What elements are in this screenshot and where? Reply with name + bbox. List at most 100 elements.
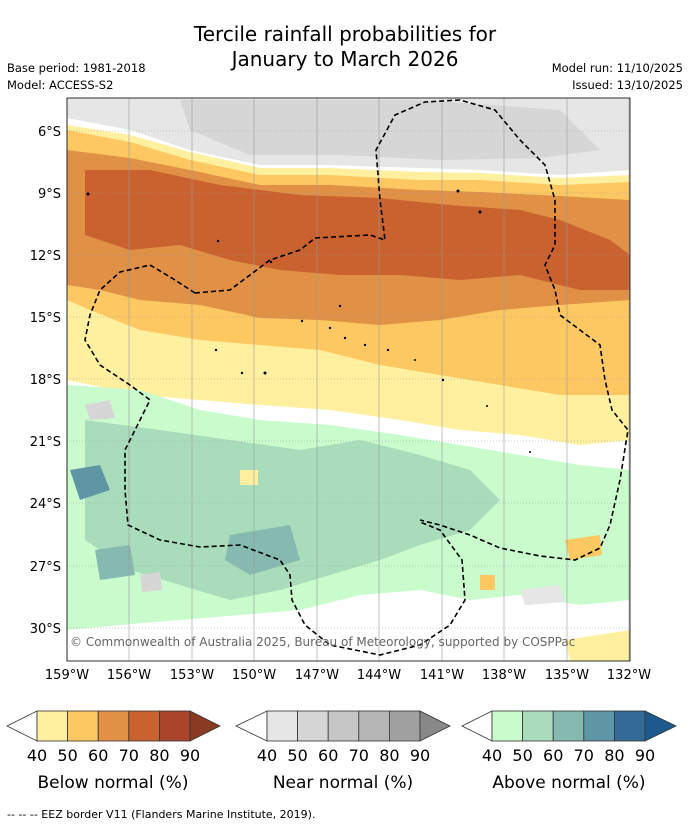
island xyxy=(214,348,218,352)
lat-label: 30°S xyxy=(30,622,61,637)
rainfall-map: © Commonwealth of Australia 2025, Bureau… xyxy=(6,97,677,793)
lon-label: 153°W xyxy=(170,668,214,683)
plot-frame xyxy=(66,97,631,662)
lat-label: 24°S xyxy=(30,497,61,512)
eez-borders xyxy=(84,99,629,656)
lon-label: 141°W xyxy=(420,668,464,683)
legend-tick: 60 xyxy=(543,746,563,765)
lat-label: 18°S xyxy=(30,373,61,388)
lon-label: 147°W xyxy=(295,668,339,683)
legend-below xyxy=(6,710,221,742)
island xyxy=(263,371,267,375)
eez-footnote: -- -- -- EEZ border V11 (Flanders Marine… xyxy=(7,808,316,821)
island xyxy=(240,371,244,375)
map-title: Tercile rainfall probabilities for Janua… xyxy=(0,22,690,72)
legend-below-swatch xyxy=(158,710,191,742)
lat-label: 21°S xyxy=(30,435,61,450)
legend-below-label: Below normal (%) xyxy=(38,773,189,793)
island xyxy=(300,319,304,323)
island xyxy=(86,192,90,196)
island xyxy=(529,451,531,453)
legend-above-swatch xyxy=(491,710,524,742)
model-run-date: Model run: 11/10/2025 xyxy=(551,61,683,75)
lon-label: 138°W xyxy=(482,668,526,683)
legend-titles: Below normal (%) Near normal (%) Above n… xyxy=(38,773,646,793)
lon-label: 159°W xyxy=(45,668,89,683)
legend-tick: 90 xyxy=(635,746,655,765)
legend-near-high-arrow xyxy=(419,710,451,742)
legend-tick: 40 xyxy=(482,746,502,765)
legend-near-swatch xyxy=(297,710,329,742)
lat-label: 15°S xyxy=(30,311,61,326)
lat-label: 6°S xyxy=(38,125,61,140)
model-info: Base period: 1981-2018 Model: ACCESS-S2 xyxy=(7,60,146,94)
legend-above-high-arrow xyxy=(644,710,677,742)
islands xyxy=(86,189,531,453)
island xyxy=(486,405,488,407)
legend-near-low-arrow xyxy=(235,710,268,742)
legend-near-swatch xyxy=(266,710,299,742)
probability-field xyxy=(67,98,630,661)
title-line-1: Tercile rainfall probabilities for xyxy=(193,22,497,46)
legend-above-swatch xyxy=(552,710,585,742)
legend-tick: 40 xyxy=(257,746,277,765)
legend-near xyxy=(235,710,451,742)
island xyxy=(328,326,332,330)
legend-below-low-arrow xyxy=(6,710,38,742)
legend-below-swatch xyxy=(128,710,160,742)
legend-tick: 50 xyxy=(57,746,77,765)
legend-near-label: Near normal (%) xyxy=(273,773,413,793)
lon-label: 144°W xyxy=(357,668,401,683)
legend-above-swatch xyxy=(614,710,646,742)
base-period: Base period: 1981-2018 xyxy=(7,61,146,75)
island xyxy=(456,189,460,193)
legend-tick: 90 xyxy=(180,746,200,765)
island xyxy=(414,359,416,361)
legend-tick: 90 xyxy=(410,746,430,765)
legend-below-swatch xyxy=(97,710,130,742)
legend-near-swatch xyxy=(388,710,421,742)
legend-tick: 50 xyxy=(287,746,307,765)
island xyxy=(478,210,482,214)
lat-label: 12°S xyxy=(30,249,61,264)
legend-tick: 70 xyxy=(574,746,594,765)
legend-above-swatch xyxy=(522,710,554,742)
island xyxy=(338,304,342,308)
island xyxy=(441,378,445,382)
legend-near-swatch xyxy=(358,710,390,742)
legend-tick: 50 xyxy=(512,746,532,765)
lat-label: 27°S xyxy=(30,560,61,575)
legend-below-swatch xyxy=(67,710,99,742)
lon-label: 132°W xyxy=(607,668,651,683)
eez-border-french-polynesia xyxy=(194,99,629,561)
title-line-2: January to March 2026 xyxy=(231,47,459,71)
lat-label: 9°S xyxy=(38,187,61,202)
island xyxy=(216,239,220,243)
legend-tick: 40 xyxy=(27,746,47,765)
legend-tick: 70 xyxy=(349,746,369,765)
legend-above xyxy=(461,710,677,742)
lon-label: 150°W xyxy=(232,668,276,683)
legend-tick: 60 xyxy=(88,746,108,765)
legend-tick: 80 xyxy=(379,746,399,765)
longitude-labels: 159°W 156°W 153°W 150°W 147°W 144°W 141°… xyxy=(45,668,651,683)
island xyxy=(343,336,347,340)
legend-near-swatch xyxy=(327,710,360,742)
legend-ticks: 40 50 60 70 80 90 40 50 60 70 80 90 40 5… xyxy=(27,746,655,765)
island xyxy=(386,348,390,352)
legend-above-swatch xyxy=(583,710,615,742)
legend-tick: 60 xyxy=(318,746,338,765)
legend-tick: 80 xyxy=(149,746,169,765)
legend-below-high-arrow xyxy=(189,710,221,742)
legend-tick: 80 xyxy=(604,746,624,765)
run-info: Model run: 11/10/2025 Issued: 13/10/2025 xyxy=(552,60,683,94)
copyright-notice: © Commonwealth of Australia 2025, Bureau… xyxy=(70,635,575,649)
island xyxy=(363,343,367,347)
legend-above-label: Above normal (%) xyxy=(492,773,645,793)
eez-border-cook-islands xyxy=(84,264,466,656)
lon-label: 135°W xyxy=(545,668,589,683)
lon-label: 156°W xyxy=(107,668,151,683)
latitude-labels: 6°S 9°S 12°S 15°S 18°S 21°S 24°S 27°S 30… xyxy=(30,125,61,637)
legend-above-low-arrow xyxy=(461,710,493,742)
legend-tick: 70 xyxy=(119,746,139,765)
